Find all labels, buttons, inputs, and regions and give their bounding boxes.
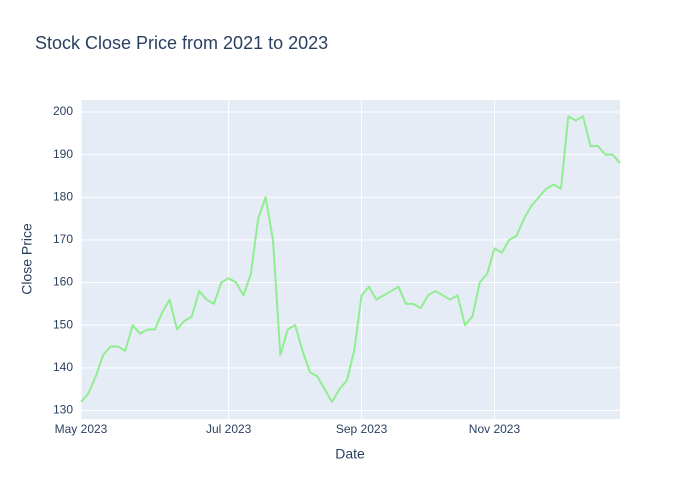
x-tick-label: Nov 2023 — [469, 422, 521, 436]
x-axis-title: Date — [335, 446, 365, 462]
y-tick-label: 130 — [53, 403, 73, 417]
y-axis-title: Close Price — [19, 223, 35, 295]
chart-title: Stock Close Price from 2021 to 2023 — [35, 33, 328, 53]
x-tick-label: Jul 2023 — [206, 422, 252, 436]
y-tick-label: 180 — [53, 189, 73, 203]
y-tick-label: 160 — [53, 275, 73, 289]
plot-area — [81, 100, 620, 419]
y-tick-label: 200 — [53, 104, 73, 118]
y-tick-label: 150 — [53, 317, 73, 331]
price-line — [80, 115, 621, 403]
y-tick-label: 190 — [53, 147, 73, 161]
x-tick-label: May 2023 — [55, 422, 108, 436]
x-tick-label: Sep 2023 — [336, 422, 388, 436]
y-tick-label: 170 — [53, 232, 73, 246]
y-tick-label: 140 — [53, 360, 73, 374]
